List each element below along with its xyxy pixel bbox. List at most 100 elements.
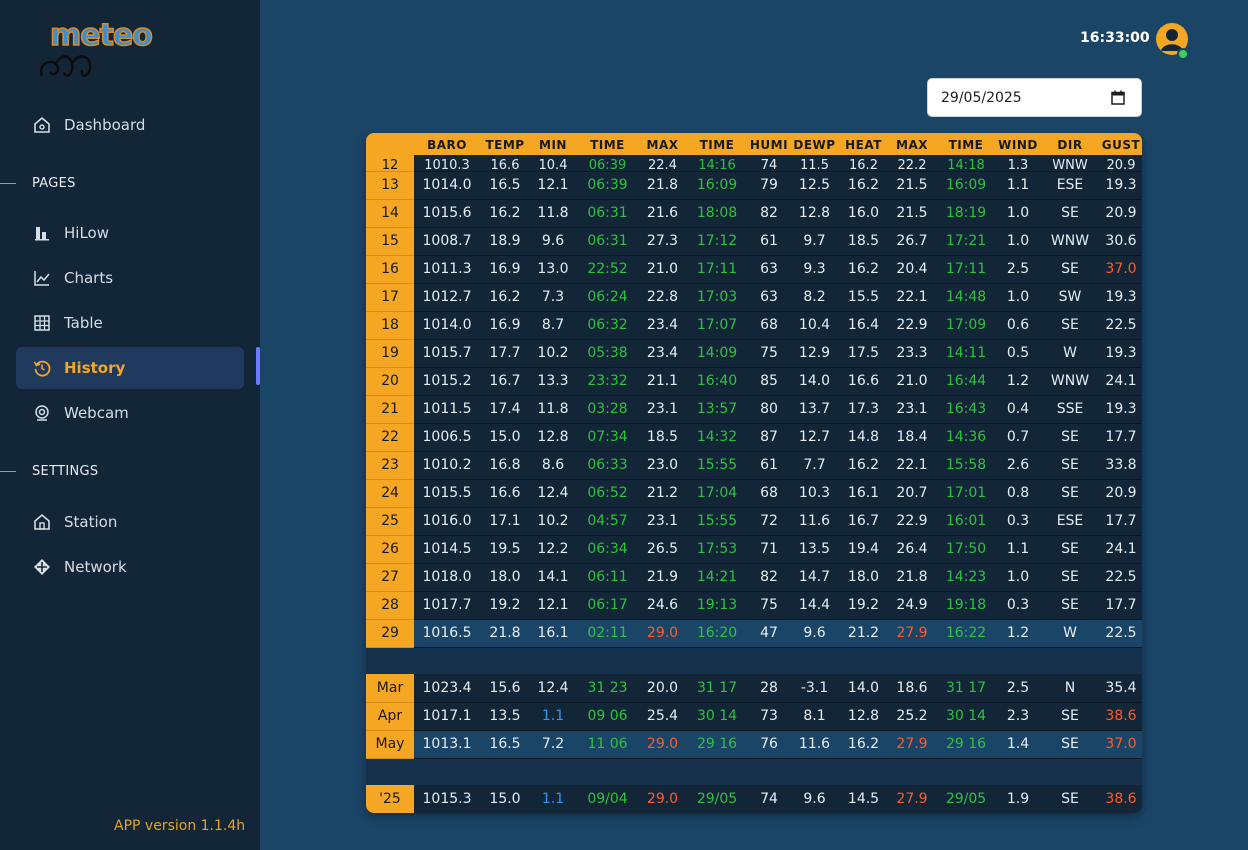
spacer-cell [686,647,748,674]
sidebar-item-dashboard[interactable]: Dashboard [16,104,244,146]
sidebar-item-hilow[interactable]: HiLow [16,212,244,254]
sidebar-item-label: Table [64,314,103,332]
table-cell: 16.5 [480,730,530,759]
table-cell: 7.3 [530,283,576,312]
table-cell: 14:11 [936,339,996,368]
table-cell: 23:32 [576,367,639,396]
table-cell: 0.5 [996,339,1040,368]
table-cell: WNW [1040,227,1100,256]
column-header[interactable]: TEMP [480,133,530,155]
sidebar-item-history[interactable]: History [16,347,244,389]
table-cell: 12.1 [530,171,576,200]
row-label-cell: 13 [366,171,414,200]
column-header[interactable]: BARO [414,133,480,155]
table-cell: 1.1 [530,702,576,731]
table-cell: 16.7 [480,367,530,396]
sidebar-item-station[interactable]: Station [16,501,244,543]
app-version: APP version 1.1.4h [114,818,246,834]
table-cell: 20.4 [888,255,936,284]
table-cell: 12.9 [790,339,839,368]
spacer-cell [748,758,790,785]
date-picker-input[interactable]: 29/05/2025 [927,78,1142,117]
table-cell: 1014.0 [414,311,480,340]
spacer-cell [839,758,888,785]
table-cell: 16.7 [839,507,888,536]
table-cell: 15.0 [480,423,530,452]
calendar-icon[interactable] [1111,90,1125,105]
sidebar-item-webcam[interactable]: Webcam [16,392,244,434]
column-header[interactable]: MAX [888,133,936,155]
column-header[interactable] [366,133,414,155]
table-cell: 30 14 [936,702,996,731]
spacer-cell [414,758,480,785]
table-cell: 14:23 [936,563,996,592]
table-cell: 7.7 [790,451,839,480]
sidebar-item-table[interactable]: Table [16,302,244,344]
sidebar-item-network[interactable]: Network [16,546,244,588]
table-cell: 47 [748,619,790,648]
column-header[interactable]: MIN [530,133,576,155]
table-cell: 16.2 [839,730,888,759]
table-cell: 31 17 [936,674,996,703]
column-header[interactable]: DIR [1040,133,1100,155]
table-cell: N [1040,674,1100,703]
app-logo[interactable]: meteo [36,17,166,88]
table-cell: 16.9 [480,255,530,284]
table-cell: 19.5 [480,535,530,564]
table-cell: 16.9 [480,311,530,340]
table-cell: 8.6 [530,451,576,480]
column-header[interactable]: DEWP [790,133,839,155]
line-chart-icon [33,269,51,287]
table-cell: 16.5 [480,171,530,200]
table-spacer-row [366,758,1142,785]
table-cell: 1014.5 [414,535,480,564]
row-label-cell: 15 [366,227,414,256]
table-cell: 1.0 [996,283,1040,312]
table-row: 25 1016.0 17.1 10.2 04:57 23.1 15:55 72 11.6 16.7… [366,507,1142,536]
table-cell: 0.4 [996,395,1040,424]
table-cell: 15:55 [686,451,748,480]
column-header[interactable]: GUST [1100,133,1142,155]
table-cell: 12.1 [530,591,576,620]
column-header[interactable]: TIME [576,133,639,155]
table-cell: 14.5 [839,785,888,813]
logo-text: meteo [49,17,153,54]
year-summary-row: '25 1015.3 15.0 1.1 09/04 29.0 29/05 74 9.6 14.5 2… [366,785,1142,813]
table-cell: 1.1 [996,171,1040,200]
table-cell: W [1040,339,1100,368]
table-cell: 12.7 [790,423,839,452]
table-cell: 19.2 [839,591,888,620]
table-cell: 1006.5 [414,423,480,452]
column-header[interactable]: HUMI [748,133,790,155]
column-header[interactable]: TIME [936,133,996,155]
table-cell: SE [1040,311,1100,340]
history-icon [33,359,51,377]
table-cell: 17:03 [686,283,748,312]
sidebar-item-charts[interactable]: Charts [16,257,244,299]
table-cell: 13.3 [530,367,576,396]
table-cell: 25.4 [639,702,686,731]
column-header[interactable]: TIME [686,133,748,155]
table-row: 13 1014.0 16.5 12.1 06:39 21.8 16:09 79 12.5 16.2… [366,171,1142,200]
table-cell: SE [1040,451,1100,480]
table-cell: 10.2 [530,339,576,368]
table-cell: 22.5 [1100,563,1142,592]
table-cell: 06:31 [576,227,639,256]
table-cell: 82 [748,563,790,592]
table-cell: 9.6 [790,619,839,648]
table-cell: 37.0 [1100,730,1142,759]
table-cell: 17.7 [1100,423,1142,452]
table-cell: 17:53 [686,535,748,564]
column-header[interactable]: HEAT [839,133,888,155]
table-cell: 1.2 [996,367,1040,396]
column-header[interactable]: WIND [996,133,1040,155]
table-cell: 9.7 [790,227,839,256]
table-cell: -3.1 [790,674,839,703]
spacer-cell [366,758,414,785]
table-cell: 21.2 [839,619,888,648]
table-cell: 27.9 [888,730,936,759]
home-icon [33,116,51,134]
column-header[interactable]: MAX [639,133,686,155]
table-cell: 22.5 [1100,311,1142,340]
table-cell: 13:57 [686,395,748,424]
